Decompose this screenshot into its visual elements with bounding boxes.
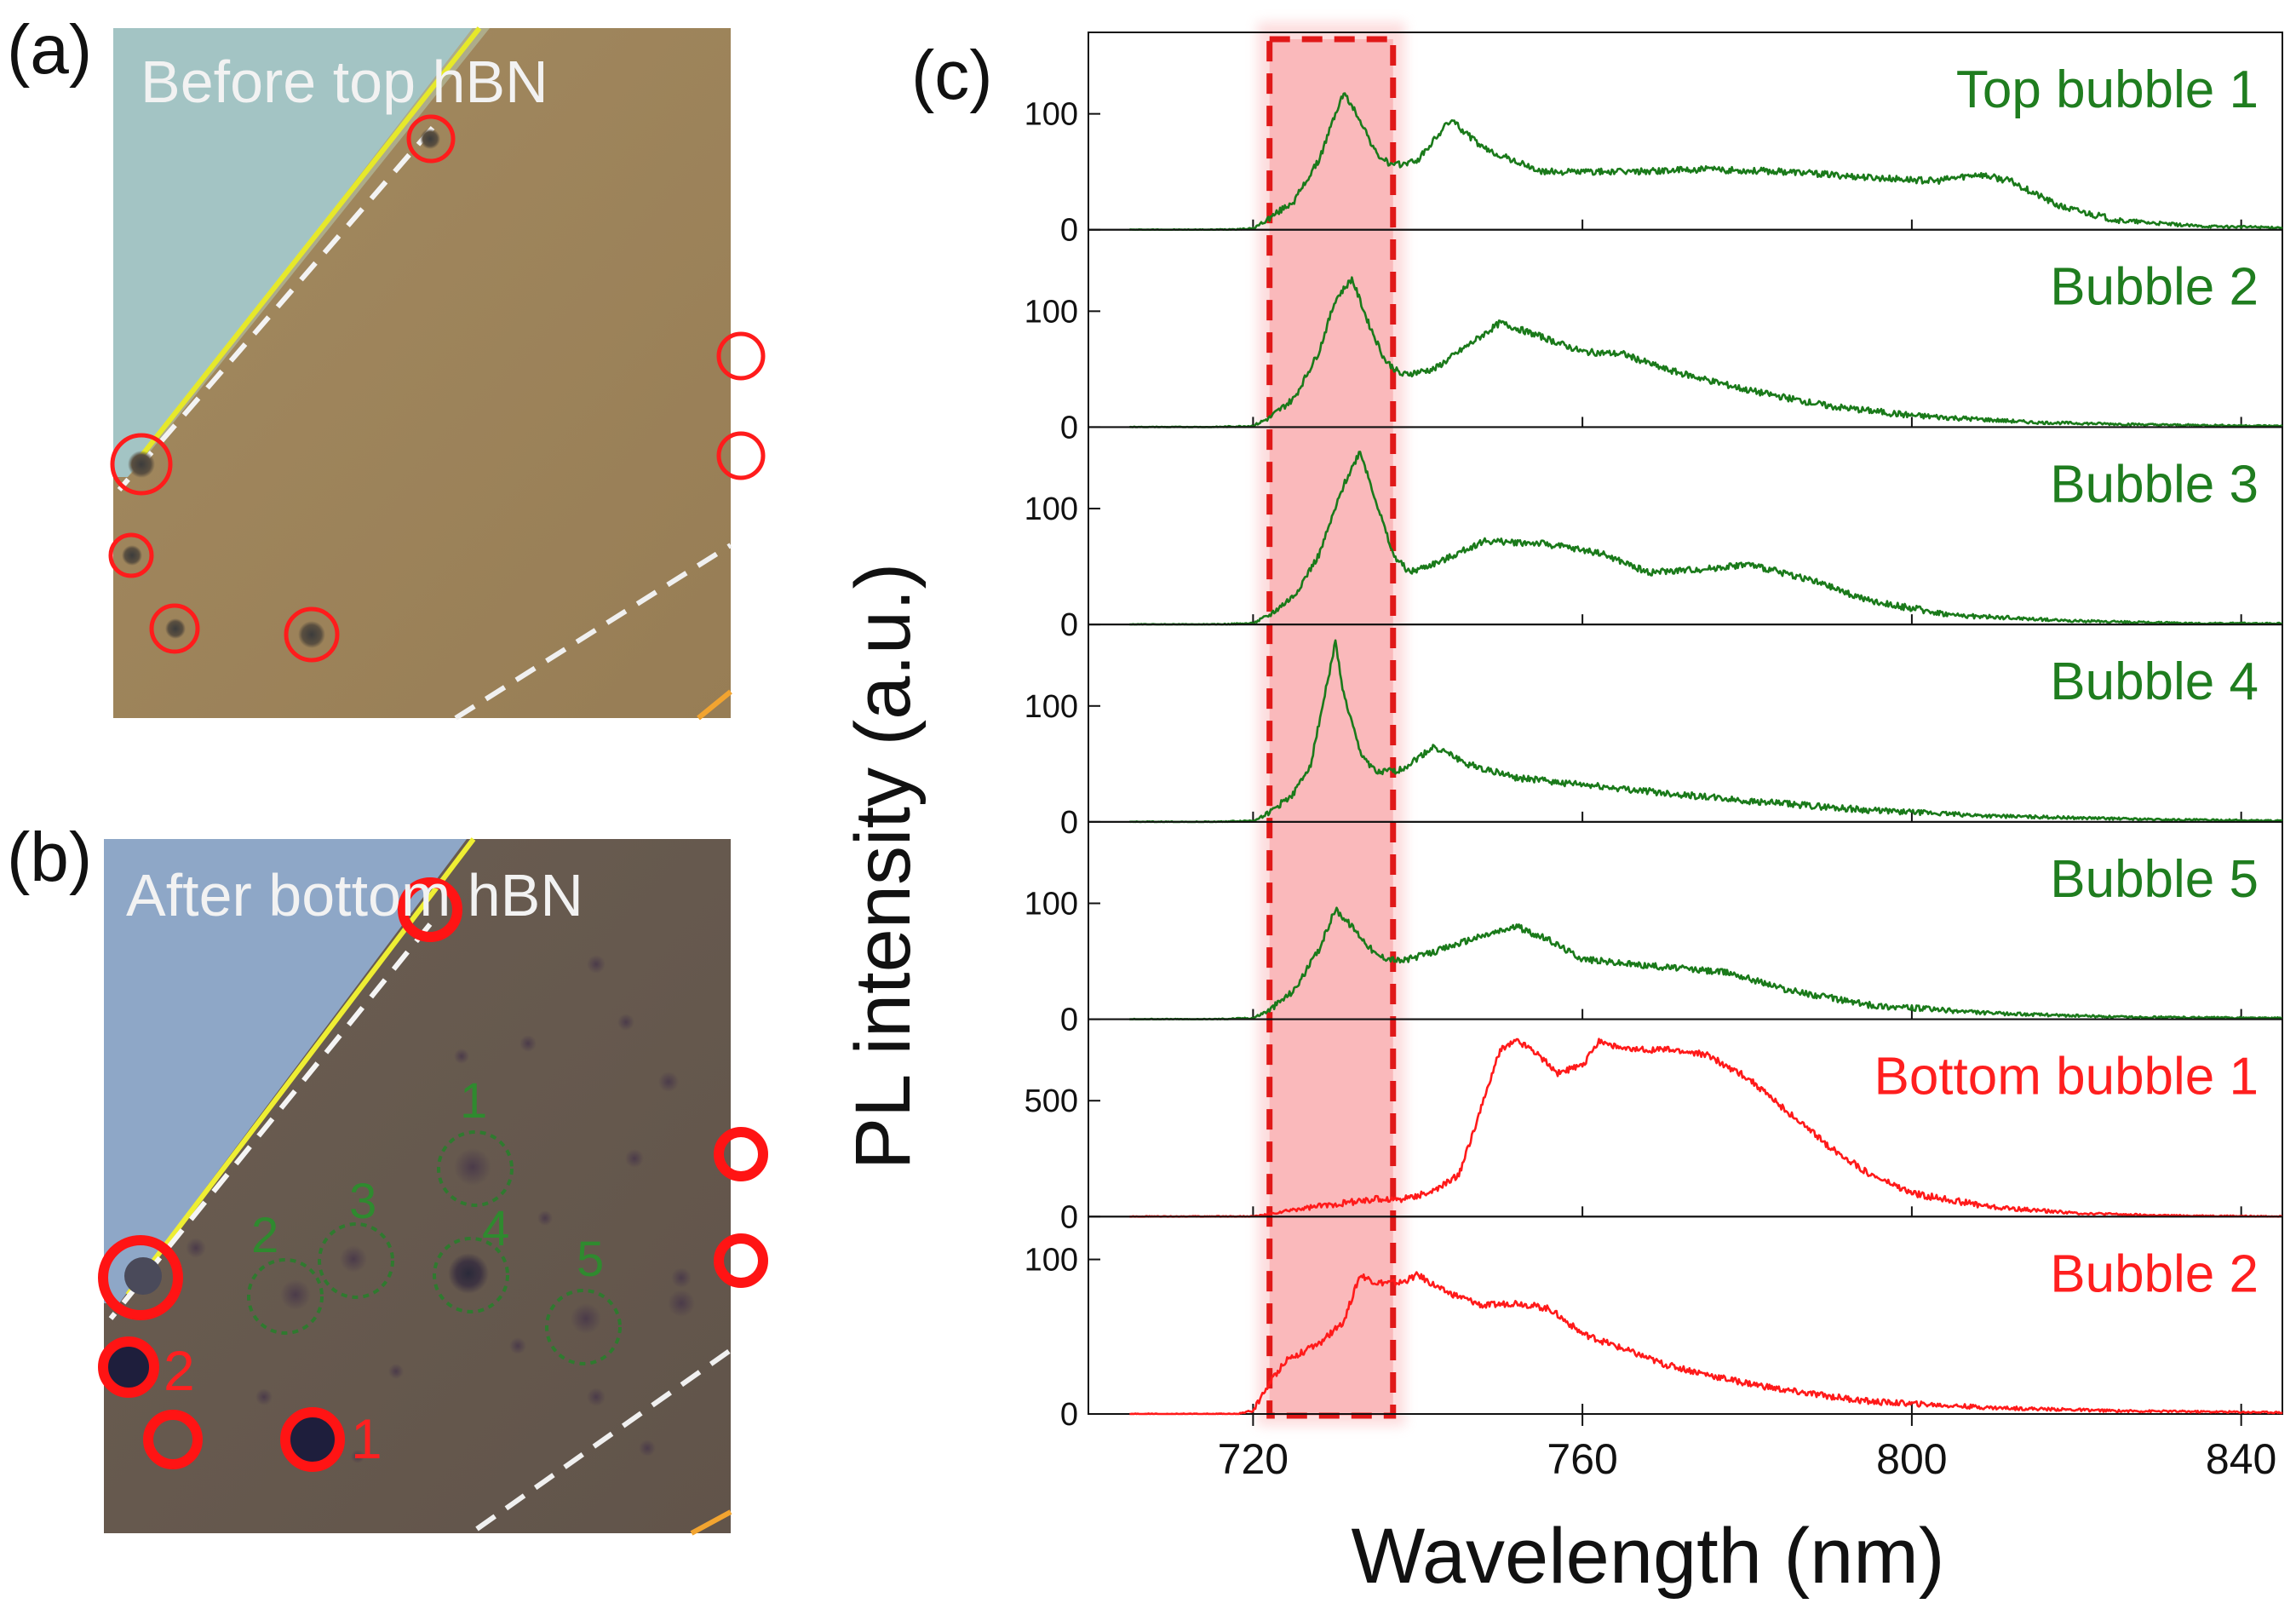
green-marker-label-2: 2 [251,1208,278,1263]
y-axis-title: PL intensity (a.u.) [840,563,927,1170]
y-tick-label: 500 [1025,1083,1078,1119]
highlight-fill [1269,39,1393,1416]
pl-spectra-chart: 0 100 Top bubble 1 0 100 Bubble 2 0 100 Bubble 3… [840,22,2283,1600]
spectrum-panel: 0 100 Top bubble 1 [1025,32,2283,249]
highlight-region [1257,22,1405,1426]
y-tick-label: 100 [1025,294,1078,330]
red-marker-label-2: 2 [164,1339,195,1402]
spectrum-line [1129,906,2283,1020]
hbn-edge-dashed [117,126,435,491]
y-tick-label: 100 [1025,689,1078,725]
red-circle-markers-a [108,114,766,663]
spectrum-line [1129,276,2283,428]
y-tick-label: 100 [1025,887,1078,922]
red-marker-label-1: 1 [351,1407,382,1470]
substrate-region [104,839,467,1303]
series-label: Bubble 5 [2050,850,2259,909]
micrograph-a-title: Before top hBN [141,49,548,115]
micrograph-a: Before top hBN [108,26,766,721]
bubble-dots [186,955,695,1463]
green-dashed-markers [247,1130,622,1365]
y-tick-label: 0 [1060,1397,1078,1433]
panel-frame [1088,1216,2283,1416]
series-label: Bottom bubble 1 [1874,1048,2259,1106]
spectrum-line [1129,1037,2283,1218]
x-axis: 720 760 800 840 [1218,1414,2276,1483]
y-tick-label: 0 [1060,805,1078,841]
hbn-edge-dashed [108,922,433,1320]
series-label: Bubble 2 [2050,258,2259,317]
x-tick-label: 840 [2206,1435,2276,1483]
spectrum-panel: 0 100 Bubble 5 [1025,820,2283,1038]
y-tick-label: 0 [1060,607,1078,643]
panel-label-a: (a) [7,11,93,89]
spectrum-panel: 0 100 Bubble 2 [1025,1216,2283,1433]
substrate-region [113,28,473,477]
spectrum-panel: 0 100 Bubble 2 [1025,228,2283,445]
series-label: Bubble 3 [2050,455,2259,514]
spectrum-panel: 0 100 Bubble 3 [1025,426,2283,643]
flake-edge-yellow [130,26,482,468]
flake-edge-yellow [125,837,476,1296]
series-label: Bubble 4 [2050,652,2259,711]
highlight-dashed-box [1266,36,1397,1419]
y-tick-label: 100 [1025,97,1078,133]
y-tick-label: 0 [1060,410,1078,445]
series-label: Bubble 2 [2050,1244,2259,1303]
spectrum-line [1129,451,2283,626]
micrograph-b: After bottom hBN 1 2 3 4 5 1 2 [98,837,768,1536]
green-marker-label-4: 4 [482,1201,509,1256]
panel-label-b: (b) [7,819,93,896]
spectrum-line [1129,92,2283,232]
y-tick-label: 100 [1025,1243,1078,1279]
y-tick-label: 0 [1060,1003,1078,1038]
micrograph-b-title: After bottom hBN [126,862,583,928]
hbn-edge-dashed-lower [454,543,732,721]
green-marker-label-1: 1 [460,1073,487,1129]
spectrum-line [1129,639,2283,824]
spectrum-panel: 0 100 Bubble 4 [1025,624,2283,841]
x-axis-title: Wavelength (nm) [1351,1513,1944,1600]
spectrum-line [1129,1271,2283,1416]
x-tick-label: 800 [1876,1435,1947,1483]
red-circle-markers-b [98,877,768,1472]
spectrum-panel: 0 500 Bottom bubble 1 [1025,1018,2283,1235]
hbn-edge-dashed-lower [475,1348,732,1532]
y-tick-label: 0 [1060,1199,1078,1235]
panel-label-c: (c) [911,37,993,114]
series-label: Top bubble 1 [1956,60,2259,119]
x-tick-label: 720 [1218,1435,1289,1483]
green-marker-label-5: 5 [577,1232,604,1287]
green-marker-label-3: 3 [349,1174,376,1229]
y-tick-label: 0 [1060,213,1078,249]
x-tick-label: 760 [1547,1435,1617,1483]
y-tick-label: 100 [1025,491,1078,527]
